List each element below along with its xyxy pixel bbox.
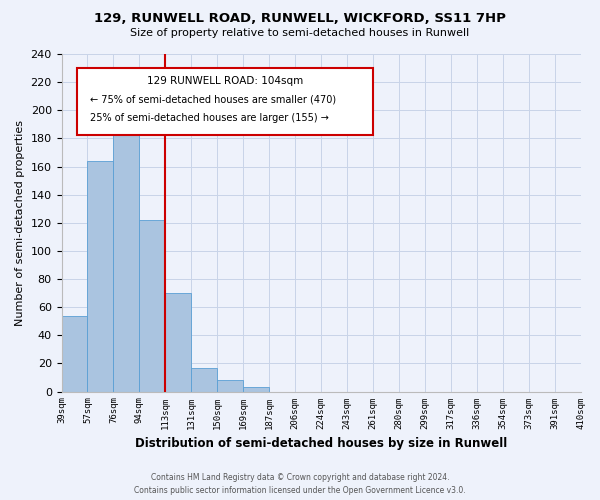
Text: 25% of semi-detached houses are larger (155) →: 25% of semi-detached houses are larger (… (90, 113, 329, 123)
Bar (88, 161, 113, 392)
Bar (217, 380, 243, 392)
Bar (191, 368, 217, 392)
Text: Size of property relative to semi-detached houses in Runwell: Size of property relative to semi-detach… (130, 28, 470, 38)
Bar (139, 220, 166, 392)
FancyBboxPatch shape (77, 68, 373, 135)
X-axis label: Distribution of semi-detached houses by size in Runwell: Distribution of semi-detached houses by … (135, 437, 507, 450)
Y-axis label: Number of semi-detached properties: Number of semi-detached properties (15, 120, 25, 326)
Bar (62, 316, 88, 392)
Text: Contains HM Land Registry data © Crown copyright and database right 2024.
Contai: Contains HM Land Registry data © Crown c… (134, 473, 466, 495)
Bar (113, 127, 139, 392)
Bar (166, 293, 191, 392)
Bar (243, 388, 269, 392)
Text: ← 75% of semi-detached houses are smaller (470): ← 75% of semi-detached houses are smalle… (90, 94, 336, 104)
Text: 129, RUNWELL ROAD, RUNWELL, WICKFORD, SS11 7HP: 129, RUNWELL ROAD, RUNWELL, WICKFORD, SS… (94, 12, 506, 26)
Text: 129 RUNWELL ROAD: 104sqm: 129 RUNWELL ROAD: 104sqm (147, 76, 303, 86)
